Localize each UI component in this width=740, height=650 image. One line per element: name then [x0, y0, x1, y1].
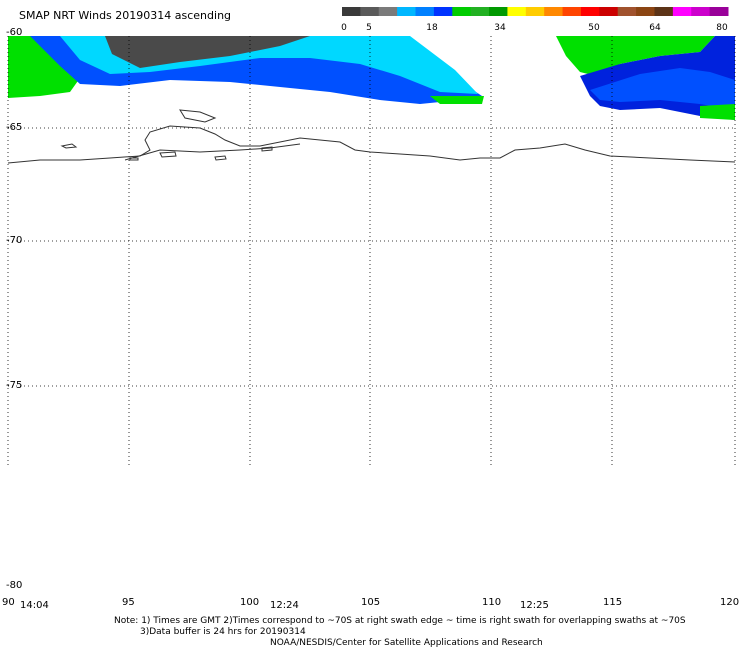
color-scale-segment: [599, 7, 619, 16]
scale-label-5: 5: [366, 23, 372, 33]
lon-label-115: 115: [603, 597, 623, 608]
swath-time-2: 12:24: [270, 600, 299, 611]
color-scale-segment: [397, 7, 417, 16]
color-scale-segment: [415, 7, 435, 16]
scale-label-64: 64: [649, 23, 661, 33]
color-scale-bar: [342, 7, 729, 16]
lat-label-65: -65: [6, 122, 23, 133]
color-scale-segment: [709, 7, 729, 16]
wind-swath-right: [556, 36, 735, 120]
color-scale-segment: [562, 7, 582, 16]
color-scale-segment: [378, 7, 398, 16]
lon-label-95: 95: [122, 597, 135, 608]
lon-label-120: 120: [720, 597, 740, 608]
color-scale-segment: [525, 7, 545, 16]
color-scale-segment: [617, 7, 637, 16]
wind-swath-left: [8, 36, 484, 104]
color-scale-segment: [470, 7, 490, 16]
color-scale-segment: [433, 7, 453, 16]
lon-label-90: 90: [2, 597, 15, 608]
color-scale-segment: [507, 7, 527, 16]
color-scale-segment: [691, 7, 711, 16]
color-scale-segment: [489, 7, 508, 16]
wind-calm-region: [105, 36, 310, 68]
lat-label-75: -75: [6, 380, 23, 391]
color-scale-segment: [544, 7, 564, 16]
color-scale-segment: [342, 7, 361, 16]
color-scale-segment: [360, 7, 380, 16]
lat-label-70: -70: [6, 235, 23, 246]
lat-label-80: -80: [6, 580, 23, 591]
note-line-2: 3)Data buffer is 24 hrs for 20190314: [140, 627, 306, 637]
color-scale-segment: [580, 7, 600, 16]
note-line-1: Note: 1) Times are GMT 2)Times correspon…: [114, 616, 686, 626]
map-title: SMAP NRT Winds 20190314 ascending: [19, 9, 232, 22]
color-scale-segment: [672, 7, 692, 16]
color-scale-segment: [452, 7, 472, 16]
scale-label-0: 0: [341, 23, 347, 33]
scale-label-18: 18: [426, 23, 438, 33]
scale-label-80: 80: [716, 23, 728, 33]
swath-time-3: 12:25: [520, 600, 549, 611]
color-scale-segment: [654, 7, 674, 16]
wind-light-strip: [430, 96, 484, 104]
color-scale-labels: 0 5 18 34 50 64 80: [341, 23, 728, 33]
note-line-3: NOAA/NESDIS/Center for Satellite Applica…: [270, 638, 543, 648]
wind-moderate-region-right: [590, 68, 735, 110]
lon-label-110: 110: [482, 597, 502, 608]
color-scale-segment: [636, 7, 655, 16]
swath-time-1: 14:04: [20, 600, 49, 611]
wind-fresh-region-right: [556, 36, 715, 76]
antarctic-coastline: [7, 109, 736, 164]
lon-label-100: 100: [240, 597, 260, 608]
wind-fresh-edge-right: [700, 104, 735, 120]
scale-label-34: 34: [494, 23, 506, 33]
scale-label-50: 50: [588, 23, 600, 33]
lon-label-105: 105: [361, 597, 381, 608]
lat-label-60: -60: [6, 27, 23, 38]
